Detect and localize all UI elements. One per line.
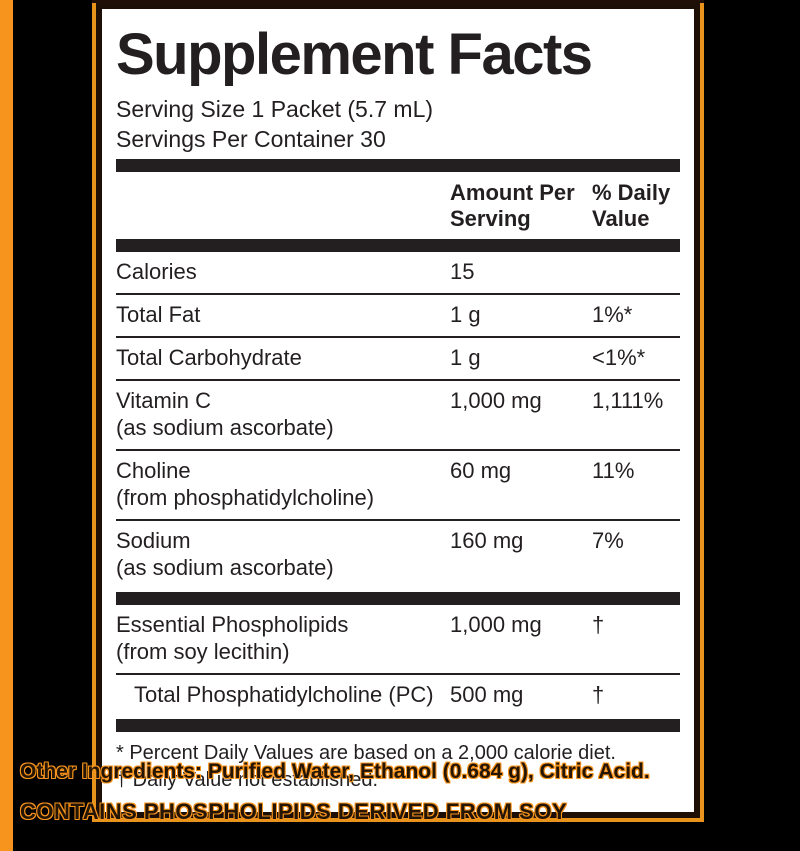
nutrient-daily-value: 1,111% bbox=[592, 387, 664, 413]
nutrient-row-choline: Choline (from phosphatidylcholine) 60 mg… bbox=[116, 451, 680, 521]
nutrient-name: Vitamin C bbox=[116, 387, 211, 413]
nutrient-source: (as sodium ascorbate) bbox=[116, 414, 334, 440]
nutrient-daily-value: † bbox=[592, 681, 605, 707]
serving-size-line: Serving Size 1 Packet (5.7 mL) bbox=[116, 95, 434, 122]
nutrient-daily-value: † bbox=[592, 611, 605, 637]
nutrient-source: (from soy lecithin) bbox=[116, 638, 290, 664]
other-ingredients-line: Other Ingredients: Purified Water, Ethan… bbox=[20, 760, 650, 783]
divider-thick-bar bbox=[116, 158, 680, 172]
nutrient-amount: 160 mg bbox=[450, 527, 524, 553]
nutrient-row-total-carbohydrate: Total Carbohydrate 1 g <1%* bbox=[116, 338, 680, 381]
nutrient-daily-value: 7% bbox=[592, 527, 624, 553]
below-panel-text: Other Ingredients: Purified Water, Ethan… bbox=[20, 758, 795, 826]
nutrient-row-calories: Calories 15 bbox=[116, 252, 680, 295]
nutrient-name: Calories bbox=[116, 258, 197, 284]
nutrient-name: Choline bbox=[116, 457, 191, 483]
percent-daily-value-header: % Daily Value bbox=[592, 179, 671, 231]
nutrient-name: Total Carbohydrate bbox=[116, 344, 302, 370]
nutrient-amount: 500 mg bbox=[450, 681, 524, 707]
nutrient-row-essential-phospholipids: Essential Phospholipids (from soy lecith… bbox=[116, 605, 680, 675]
footnote-daily-value: * Percent Daily Values are based on a 2,… bbox=[116, 741, 616, 764]
nutrient-amount: 1 g bbox=[450, 301, 481, 327]
nutrient-row-total-phosphatidylcholine: Total Phosphatidylcholine (PC) 500 mg † bbox=[116, 675, 680, 716]
soy-allergen-statement: CONTAINS PHOSPHOLIPIDS DERIVED FROM SOY bbox=[20, 799, 568, 824]
nutrient-row-total-fat: Total Fat 1 g 1%* bbox=[116, 295, 680, 338]
nutrient-name: Total Fat bbox=[116, 301, 201, 327]
panel-content: Supplement Facts Serving Size 1 Packet (… bbox=[102, 9, 694, 812]
nutrient-source: (from phosphatidylcholine) bbox=[116, 484, 375, 510]
divider-thick-bar bbox=[116, 238, 680, 252]
footnotes: * Percent Daily Values are based on a 2,… bbox=[116, 732, 680, 800]
nutrient-row-sodium: Sodium (as sodium ascorbate) 160 mg 7% bbox=[116, 521, 680, 589]
panel-inner-border: Supplement Facts Serving Size 1 Packet (… bbox=[96, 3, 700, 818]
supplement-facts-panel: Supplement Facts Serving Size 1 Packet (… bbox=[92, 0, 704, 822]
nutrient-row-vitamin-c: Vitamin C (as sodium ascorbate) 1,000 mg… bbox=[116, 381, 680, 451]
footnote-dagger: † Daily Value not established. bbox=[116, 768, 379, 791]
nutrient-amount: 1 g bbox=[450, 344, 481, 370]
nutrient-amount: 1,000 mg bbox=[450, 611, 542, 637]
panel-title: Supplement Facts bbox=[116, 22, 593, 87]
nutrient-daily-value: <1%* bbox=[592, 344, 646, 370]
nutrient-daily-value: 1%* bbox=[592, 301, 633, 327]
column-header-row: Amount Per Serving % Daily Value bbox=[116, 172, 680, 236]
nutrient-source: (as sodium ascorbate) bbox=[116, 554, 334, 580]
nutrient-name: Total Phosphatidylcholine (PC) bbox=[134, 681, 434, 707]
nutrient-amount: 60 mg bbox=[450, 457, 512, 483]
nutrient-name: Sodium bbox=[116, 527, 191, 553]
nutrient-amount: 1,000 mg bbox=[450, 387, 542, 413]
nutrient-name: Essential Phospholipids bbox=[116, 611, 349, 637]
divider-thick-bar bbox=[116, 718, 680, 732]
divider-thick-bar bbox=[116, 591, 680, 605]
left-accent-stripe bbox=[0, 0, 13, 851]
amount-per-serving-header: Amount Per Serving bbox=[450, 179, 575, 231]
nutrient-amount: 15 bbox=[450, 258, 475, 284]
nutrient-daily-value: 11% bbox=[592, 457, 635, 483]
servings-per-container-line: Servings Per Container 30 bbox=[116, 125, 386, 152]
